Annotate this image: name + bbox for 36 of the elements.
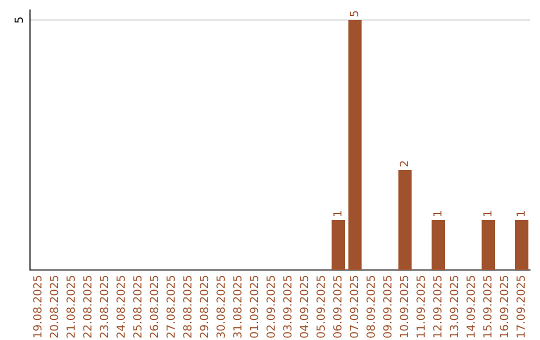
x-tick-label: 04.09.2025 <box>300 276 308 338</box>
x-tick-label: 19.08.2025 <box>33 276 42 338</box>
x-tick-label: 12.09.2025 <box>433 276 442 338</box>
x-tick-label: 14.09.2025 <box>466 276 475 338</box>
data-label: 1 <box>483 211 492 216</box>
x-tick-label: 05.09.2025 <box>316 276 325 338</box>
x-tick-label: 11.09.2025 <box>416 276 425 338</box>
x-tick-label: 03.09.2025 <box>283 276 292 338</box>
x-tick-label: 24.08.2025 <box>116 276 125 338</box>
x-tick-label: 01.09.2025 <box>250 276 258 338</box>
x-tick-label: 27.08.2025 <box>166 276 175 338</box>
x-tick-label: 26.08.2025 <box>150 276 158 338</box>
x-tick-label: 16.09.2025 <box>500 276 508 338</box>
x-tick-label: 28.08.2025 <box>183 276 192 338</box>
x-tick-label: 17.09.2025 <box>516 276 525 338</box>
data-label: 1 <box>433 211 442 216</box>
x-tick-label: 20.08.2025 <box>50 276 58 338</box>
x-tick-label: 31.08.2025 <box>233 276 242 338</box>
data-label: 1 <box>516 211 525 216</box>
x-tick-label: 08.09.2025 <box>366 276 375 338</box>
x-tick-label: 23.08.2025 <box>100 276 108 338</box>
x-tick-label: 09.09.2025 <box>383 276 392 338</box>
x-tick-label: 13.09.2025 <box>450 276 458 338</box>
x-tick-label: 30.08.2025 <box>216 276 225 338</box>
x-tick-label: 10.09.2025 <box>400 276 408 338</box>
x-tick-label: 02.09.2025 <box>266 276 275 338</box>
x-tick-label: 22.08.2025 <box>83 276 92 338</box>
data-label: 2 <box>400 161 408 166</box>
x-tick-label: 07.09.2025 <box>350 276 358 338</box>
data-label: 5 <box>350 11 358 16</box>
x-tick-label: 06.09.2025 <box>333 276 342 338</box>
x-tick-label: 29.08.2025 <box>200 276 208 338</box>
x-tick-label: 21.08.2025 <box>66 276 75 338</box>
data-label: 1 <box>333 211 342 216</box>
x-tick-label: 15.09.2025 <box>483 276 492 338</box>
x-tick-label: 25.08.2025 <box>133 276 142 338</box>
